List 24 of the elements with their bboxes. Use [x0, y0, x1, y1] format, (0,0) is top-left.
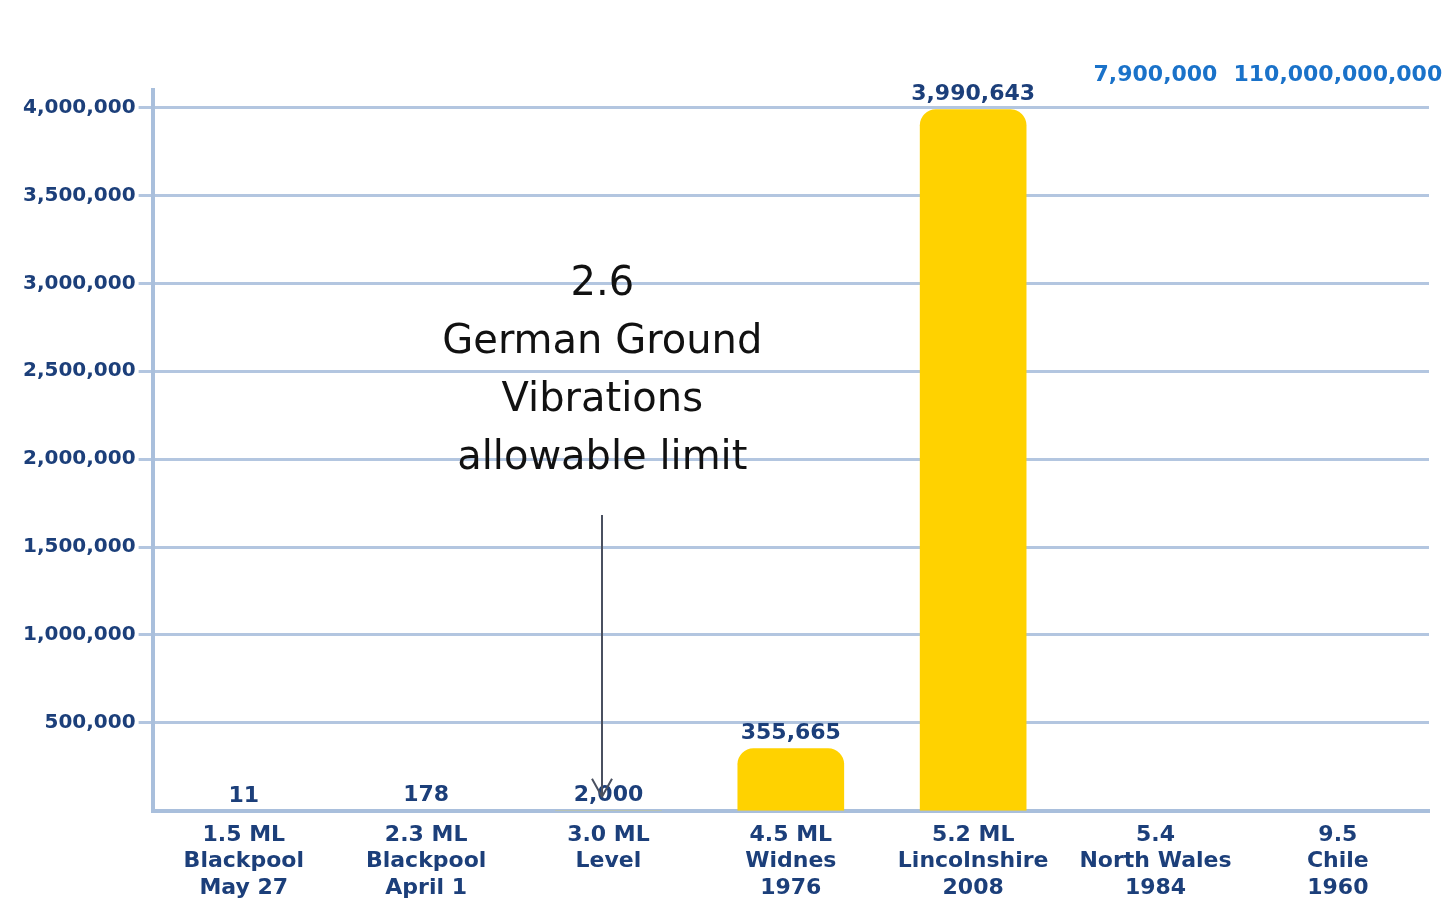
bar [737, 748, 845, 811]
y-tick-label: 1,500,000 [23, 533, 136, 558]
bar [919, 109, 1027, 811]
data-label: 355,665 [740, 718, 841, 744]
y-tick-label: 2,000,000 [23, 445, 136, 470]
x-tick-label: 5.4 North Wales 1984 [1079, 820, 1232, 899]
data-label: 11 [228, 781, 260, 807]
x-tick-label: 9.5 Chile 1960 [1306, 820, 1369, 899]
x-tick-label: 3.0 ML Level [567, 820, 650, 873]
x-tick-label: 2.3 ML Blackpool April 1 [365, 820, 487, 899]
data-label: 178 [403, 781, 450, 807]
y-tick-label: 500,000 [44, 709, 136, 734]
data-label: 3,990,643 [911, 79, 1036, 105]
y-tick-label: 3,500,000 [23, 181, 136, 206]
x-tick-label: 5.2 ML Lincolnshire 2008 [897, 820, 1049, 899]
text: 7,900,000 [1093, 60, 1218, 86]
y-tick-label: 4,000,000 [23, 93, 136, 118]
x-tick-label: 1.5 ML Blackpool May 27 [183, 820, 304, 899]
y-tick-label: 2,500,000 [23, 357, 136, 382]
y-tick-label: 3,000,000 [23, 269, 136, 294]
x-tick-label: 4.5 ML Widnes 1976 [745, 820, 837, 899]
y-tick-label: 1,000,000 [23, 621, 136, 646]
text: 110,000,000,000 [1233, 60, 1443, 86]
annotation: 2.6 German Ground Vibrations allowable limit [442, 258, 763, 479]
